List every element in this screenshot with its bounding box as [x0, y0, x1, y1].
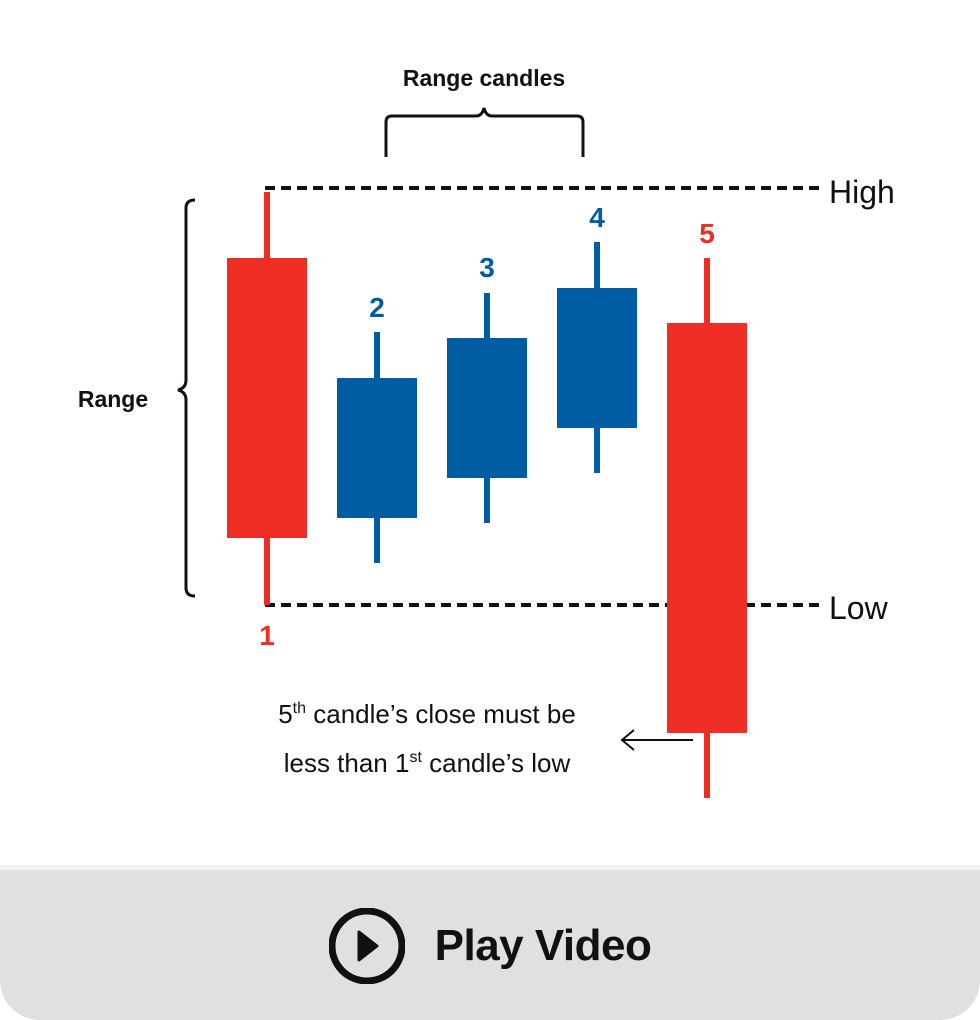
play-video-button[interactable]: Play Video	[0, 865, 980, 1020]
range-candles-label: Range candles	[403, 65, 565, 91]
candle-number-label: 4	[589, 202, 605, 233]
range-candles-brace	[384, 107, 585, 157]
note-text: candle’s low	[422, 748, 571, 778]
candle-number-label: 1	[259, 620, 275, 651]
play-circle-icon	[328, 908, 405, 984]
low-label: Low	[829, 590, 889, 626]
high-label: High	[829, 174, 895, 210]
note-text: candle’s close must be	[306, 699, 576, 729]
note-superscript: st	[409, 749, 422, 766]
candle-1: 1	[227, 192, 307, 651]
note-text: less than 1	[284, 748, 410, 778]
note-line-2: less than 1st candle’s low	[284, 748, 571, 778]
candle-number-label: 3	[479, 252, 495, 283]
range-label: Range	[78, 386, 148, 412]
candle-body	[557, 288, 637, 428]
range-brace	[177, 198, 196, 598]
candle-2: 2	[337, 292, 417, 563]
candle-body	[227, 258, 307, 538]
candle-body	[447, 338, 527, 478]
play-video-label: Play Video	[434, 921, 652, 970]
candle-number-label: 5	[699, 218, 715, 249]
candle-4: 4	[557, 202, 637, 473]
arrow-left-icon	[620, 729, 693, 751]
note-superscript: th	[293, 700, 306, 717]
candles: 1 2 3 4 5	[227, 192, 747, 798]
candle-body	[667, 323, 747, 733]
note-text: 5	[278, 699, 292, 729]
candle-body	[337, 378, 417, 518]
note-line-1: 5th candle’s close must be	[278, 699, 576, 729]
candle-number-label: 2	[369, 292, 385, 323]
candle-5: 5	[667, 218, 747, 798]
candle-3: 3	[447, 252, 527, 523]
